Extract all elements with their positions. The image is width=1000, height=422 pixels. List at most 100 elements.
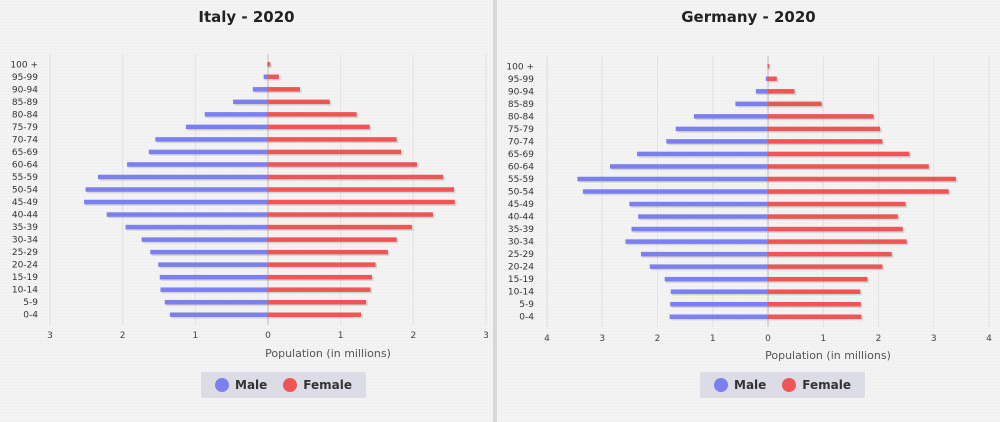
y-tick-label: 80-84 xyxy=(12,110,38,120)
female-bar xyxy=(768,201,906,207)
female-bar xyxy=(768,214,898,219)
x-axis-label: Population (in millions) xyxy=(765,349,891,362)
x-tick-label: 1 xyxy=(338,331,344,341)
legend-female-marker xyxy=(782,378,797,392)
male-bar xyxy=(127,162,268,167)
female-bar xyxy=(768,251,892,257)
legend-item-female[interactable]: Female xyxy=(283,378,352,392)
x-tick-label: 2 xyxy=(120,331,126,341)
germany-chart-panel: Germany - 2020 4 3 2 1 0 1 2 3 4 Population (in m… xyxy=(497,0,1000,422)
male-bar xyxy=(252,87,268,92)
y-tick-label: 95-99 xyxy=(12,73,38,83)
italy-population-pyramid: 3 2 1 0 1 2 3 Population (in millions) 0-4 5-9 10-… xyxy=(10,54,489,360)
female-bar xyxy=(268,124,370,130)
male-bar xyxy=(670,289,768,294)
legend-female-marker xyxy=(283,378,298,392)
male-bar xyxy=(577,176,768,182)
female-bar xyxy=(768,126,881,132)
y-tick-label: 35-39 xyxy=(508,225,534,235)
y-tick-label: 65-69 xyxy=(12,148,38,158)
x-tick-label: 4 xyxy=(544,334,550,344)
y-tick-label: 65-69 xyxy=(508,150,534,160)
male-bar xyxy=(735,101,768,107)
female-bar xyxy=(268,149,401,155)
legend-male-marker xyxy=(714,378,728,392)
female-bar xyxy=(268,312,362,317)
x-axis-label: Population (in millions) xyxy=(265,347,391,360)
female-bar xyxy=(768,164,929,169)
male-bar xyxy=(664,276,768,282)
y-tick-label: 40-44 xyxy=(12,211,38,221)
male-bar xyxy=(637,151,768,157)
male-bar xyxy=(84,199,268,205)
female-bar xyxy=(768,64,770,69)
female-bar xyxy=(768,114,874,119)
chart-title: Italy - 2020 xyxy=(198,8,295,26)
bar-shadow xyxy=(269,63,272,69)
y-tick-label: 0-4 xyxy=(519,313,534,323)
female-bar xyxy=(768,226,903,232)
x-tick-label: 3 xyxy=(483,331,489,341)
y-tick-label: 45-49 xyxy=(12,198,38,208)
female-bar xyxy=(768,151,910,157)
male-bar xyxy=(669,314,768,319)
female-bar xyxy=(268,62,271,67)
y-tick-label: 70-74 xyxy=(508,137,534,147)
female-bar xyxy=(268,199,455,205)
y-tick-label: 60-64 xyxy=(508,162,534,172)
y-tick-label: 20-24 xyxy=(508,263,534,273)
female-bar xyxy=(268,187,455,192)
legend-male-marker xyxy=(215,378,229,392)
x-tick-label: 4 xyxy=(986,334,992,344)
male-bar xyxy=(638,214,768,219)
male-bar xyxy=(625,239,768,244)
y-tick-label: 45-49 xyxy=(508,200,534,210)
male-bar xyxy=(765,76,768,82)
female-bar xyxy=(268,162,417,167)
legend-female-label: Female xyxy=(303,378,352,392)
y-tick-label: 85-89 xyxy=(508,100,534,110)
legend-male-label: Male xyxy=(235,378,268,392)
y-tick-label: 10-14 xyxy=(12,286,38,296)
female-bar xyxy=(268,262,376,267)
male-bar xyxy=(125,224,268,230)
male-bar xyxy=(185,124,268,130)
female-bar xyxy=(268,99,330,105)
male-bar xyxy=(160,287,268,292)
chart-legend: Male Female xyxy=(201,372,366,398)
y-tick-label: 30-34 xyxy=(12,236,38,246)
y-tick-label: 15-19 xyxy=(508,275,534,285)
male-bar xyxy=(649,264,768,269)
y-tick-label: 55-59 xyxy=(508,175,534,185)
chart-legend: Male Female xyxy=(700,372,865,398)
y-tick-label: 90-94 xyxy=(12,85,38,95)
male-bar xyxy=(693,114,768,119)
female-bar xyxy=(268,87,300,92)
male-bar xyxy=(267,62,268,67)
male-bar xyxy=(767,64,768,69)
male-bar xyxy=(631,226,768,232)
y-tick-label: 75-79 xyxy=(12,123,38,133)
y-tick-label: 55-59 xyxy=(12,173,38,183)
female-bar xyxy=(768,314,862,319)
y-tick-label: 85-89 xyxy=(12,98,38,108)
legend-item-male[interactable]: Male xyxy=(714,378,766,392)
male-bar xyxy=(141,237,268,242)
x-tick-label: 0 xyxy=(265,331,271,341)
male-bar xyxy=(155,137,268,142)
female-bar xyxy=(768,101,822,107)
female-bar xyxy=(268,224,412,230)
male-bar xyxy=(169,312,268,317)
legend-item-female[interactable]: Female xyxy=(782,378,851,392)
y-tick-label: 10-14 xyxy=(508,288,534,298)
x-tick-label: 2 xyxy=(655,334,661,344)
male-bar xyxy=(85,187,269,192)
female-bar xyxy=(768,189,949,194)
female-bar xyxy=(268,274,372,280)
y-tick-label: 40-44 xyxy=(508,213,534,223)
x-tick-label: 0 xyxy=(765,334,771,344)
female-bar xyxy=(268,287,371,292)
legend-item-male[interactable]: Male xyxy=(215,378,267,392)
female-bar xyxy=(768,76,777,82)
male-bar xyxy=(106,212,269,217)
